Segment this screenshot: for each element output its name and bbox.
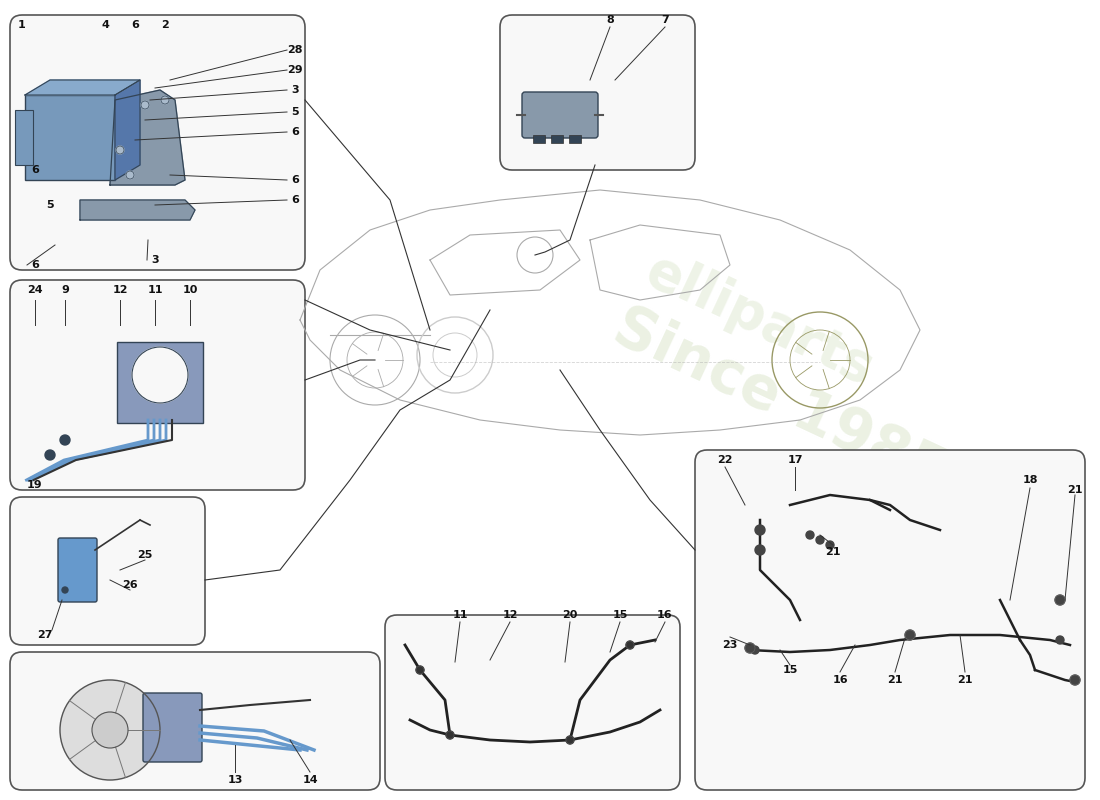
Text: 29: 29	[287, 65, 303, 75]
Text: 23: 23	[723, 640, 738, 650]
FancyBboxPatch shape	[10, 280, 305, 490]
Text: 2: 2	[161, 20, 169, 30]
Text: 12: 12	[112, 285, 128, 295]
FancyBboxPatch shape	[385, 615, 680, 790]
Circle shape	[141, 101, 149, 109]
Text: 6: 6	[292, 195, 299, 205]
Circle shape	[751, 646, 759, 654]
Text: 17: 17	[788, 455, 803, 465]
FancyBboxPatch shape	[522, 92, 598, 138]
FancyBboxPatch shape	[117, 342, 204, 423]
Circle shape	[905, 630, 915, 640]
Text: 6: 6	[292, 127, 299, 137]
Circle shape	[626, 641, 634, 649]
Circle shape	[416, 666, 424, 674]
Text: 11: 11	[147, 285, 163, 295]
Polygon shape	[25, 80, 140, 95]
Circle shape	[132, 347, 188, 403]
FancyBboxPatch shape	[143, 693, 202, 762]
Text: 24: 24	[28, 285, 43, 295]
FancyBboxPatch shape	[58, 538, 97, 602]
Circle shape	[1055, 595, 1065, 605]
Circle shape	[161, 96, 169, 104]
Text: 21: 21	[825, 547, 840, 557]
Text: 5: 5	[292, 107, 299, 117]
Circle shape	[755, 525, 764, 535]
Text: 10: 10	[183, 285, 198, 295]
Text: 6: 6	[292, 175, 299, 185]
FancyBboxPatch shape	[15, 110, 33, 165]
Circle shape	[60, 680, 160, 780]
Circle shape	[1070, 675, 1080, 685]
Polygon shape	[80, 200, 195, 220]
Circle shape	[60, 435, 70, 445]
FancyBboxPatch shape	[569, 135, 581, 143]
Text: 14: 14	[302, 775, 318, 785]
Circle shape	[745, 643, 755, 653]
Text: 11: 11	[452, 610, 468, 620]
Text: 9: 9	[62, 285, 69, 295]
Text: 16: 16	[833, 675, 848, 685]
Circle shape	[92, 712, 128, 748]
Text: 16: 16	[657, 610, 673, 620]
FancyBboxPatch shape	[25, 95, 115, 180]
Text: 7: 7	[661, 15, 669, 25]
Text: 6: 6	[31, 165, 38, 175]
Text: 1: 1	[18, 20, 26, 30]
Circle shape	[566, 736, 574, 744]
Text: 21: 21	[957, 675, 972, 685]
Text: 6: 6	[31, 260, 38, 270]
Text: 3: 3	[151, 255, 158, 265]
FancyBboxPatch shape	[10, 15, 305, 270]
Polygon shape	[116, 80, 140, 180]
Circle shape	[446, 731, 454, 739]
Polygon shape	[110, 90, 185, 185]
Text: 8: 8	[606, 15, 614, 25]
Circle shape	[62, 587, 68, 593]
Text: 6: 6	[131, 20, 139, 30]
Text: 27: 27	[37, 630, 53, 640]
Text: 22: 22	[717, 455, 733, 465]
Text: 21: 21	[888, 675, 903, 685]
Circle shape	[806, 531, 814, 539]
Text: 12: 12	[503, 610, 518, 620]
Circle shape	[826, 541, 834, 549]
FancyBboxPatch shape	[534, 135, 544, 143]
Text: 19: 19	[28, 480, 43, 490]
Circle shape	[816, 536, 824, 544]
Text: 28: 28	[287, 45, 303, 55]
Text: Since 1985: Since 1985	[605, 298, 956, 502]
Text: 13: 13	[228, 775, 243, 785]
FancyBboxPatch shape	[695, 450, 1085, 790]
Circle shape	[45, 450, 55, 460]
Text: 25: 25	[138, 550, 153, 560]
Circle shape	[116, 146, 124, 154]
Circle shape	[1056, 636, 1064, 644]
Text: 15: 15	[613, 610, 628, 620]
Text: 4: 4	[101, 20, 109, 30]
FancyBboxPatch shape	[10, 497, 205, 645]
Text: 21: 21	[1067, 485, 1082, 495]
Circle shape	[126, 171, 134, 179]
FancyBboxPatch shape	[10, 652, 379, 790]
Text: 3: 3	[292, 85, 299, 95]
Text: 15: 15	[782, 665, 797, 675]
Text: 20: 20	[562, 610, 578, 620]
FancyBboxPatch shape	[500, 15, 695, 170]
Circle shape	[755, 545, 764, 555]
Text: 18: 18	[1022, 475, 1037, 485]
Text: 5: 5	[46, 200, 54, 210]
Text: 26: 26	[122, 580, 138, 590]
Text: elliparts: elliparts	[638, 245, 882, 395]
FancyBboxPatch shape	[551, 135, 563, 143]
